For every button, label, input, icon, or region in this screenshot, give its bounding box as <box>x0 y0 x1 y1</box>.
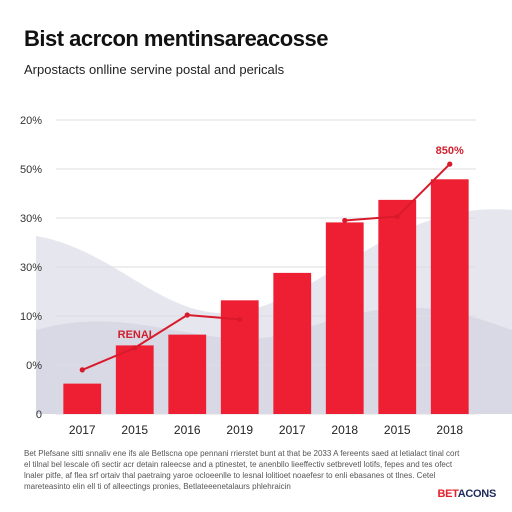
trend-point <box>184 312 190 318</box>
trend-point <box>342 217 348 224</box>
y-tick-label: 10% <box>20 311 42 323</box>
trend-point <box>394 213 400 220</box>
bar <box>115 345 154 414</box>
bar <box>325 222 364 414</box>
trend-point <box>237 316 243 323</box>
x-tick-label: 2015 <box>384 423 411 437</box>
bar <box>430 179 469 414</box>
trend-point <box>447 161 453 167</box>
x-tick-label: 2015 <box>121 423 148 437</box>
trend-point <box>132 345 138 351</box>
y-tick-label: 0 <box>36 409 42 421</box>
y-tick-label: 50% <box>20 164 42 176</box>
chart-subtitle: Arpostacts onlline servine postal and pe… <box>24 62 285 77</box>
y-tick-label: 20% <box>20 115 42 127</box>
footnote: Bet Plefsane sitti snnaliv ene ifs ale B… <box>24 449 460 491</box>
x-tick-label: 2018 <box>331 423 358 437</box>
x-tick-label: 2019 <box>226 423 253 437</box>
bar <box>63 383 102 414</box>
logo-accent-text: BET <box>437 488 458 500</box>
data-annotation: 850% <box>436 145 464 157</box>
y-tick-label: 30% <box>20 213 42 225</box>
trend-line <box>81 313 240 371</box>
bar <box>273 272 312 414</box>
brand-logo: BETACONS <box>437 488 496 500</box>
y-tick-label: 30% <box>20 262 42 274</box>
bar <box>378 199 417 414</box>
x-tick-label: 2016 <box>174 423 201 437</box>
x-tick-label: 2017 <box>69 423 96 437</box>
x-tick-label: 2017 <box>279 423 306 437</box>
bar <box>168 334 207 414</box>
chart-title: Bist acrcon mentinsareacosse <box>24 26 328 51</box>
x-tick-label: 2018 <box>436 423 463 437</box>
y-tick-label: 0% <box>26 360 42 372</box>
trend-point <box>79 367 85 373</box>
data-annotation: RENAI <box>118 329 152 341</box>
logo-text: ACONS <box>457 488 497 500</box>
